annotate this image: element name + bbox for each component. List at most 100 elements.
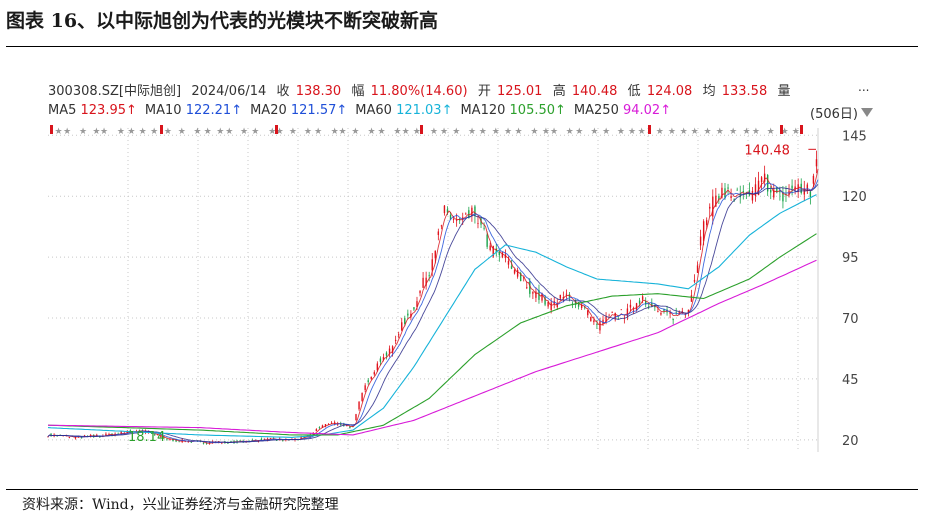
event-star-icon: ★ <box>792 127 800 137</box>
chevron-down-icon[interactable] <box>860 108 873 117</box>
candle-body <box>391 346 394 353</box>
candle-body <box>678 312 680 315</box>
candle-body <box>669 311 671 314</box>
candle-body <box>519 273 522 282</box>
candle-body <box>452 219 455 220</box>
candle-body <box>587 310 589 316</box>
candle-body <box>699 236 702 246</box>
candle-body <box>702 221 705 241</box>
ma250-line <box>47 259 817 436</box>
bottom-rule <box>6 489 918 490</box>
volume-label: 量 <box>777 84 791 99</box>
event-star-icon: ★ <box>139 127 147 137</box>
candle-body <box>105 433 107 436</box>
candle-body <box>474 206 476 216</box>
ma60-line <box>47 194 817 438</box>
candle-body <box>638 300 641 304</box>
candle-body <box>812 175 815 184</box>
y-tick-label: 70 <box>842 312 859 327</box>
ma-legend-value-ma120: 105.50↑ <box>509 103 566 118</box>
event-flag-icon <box>648 125 651 134</box>
event-star-icon: ★ <box>781 127 789 137</box>
candle-body <box>663 308 665 312</box>
candle-body <box>590 317 592 322</box>
event-star-icon: ★ <box>492 127 500 137</box>
candle-body <box>263 438 266 440</box>
candle-body <box>397 334 400 336</box>
candle-body <box>379 358 382 362</box>
low-label: 低 <box>627 84 641 99</box>
candle-body <box>346 425 348 427</box>
ma-legend-value-ma5: 123.95↑ <box>80 103 137 118</box>
candle-body <box>303 436 305 438</box>
candle-body <box>358 401 360 410</box>
candle-body <box>388 348 391 354</box>
candle-body <box>315 429 318 432</box>
candle-body <box>422 277 424 288</box>
candle-body <box>742 191 744 193</box>
candle-body <box>672 318 674 321</box>
candle-body <box>727 187 729 189</box>
candle-body <box>166 438 168 440</box>
event-star-icon: ★ <box>276 127 284 137</box>
event-star-icon: ★ <box>92 127 100 137</box>
event-flag-icon <box>160 125 163 134</box>
period-selector[interactable]: (506日) <box>810 103 873 122</box>
candle-body <box>477 223 479 224</box>
candle-body <box>425 277 427 286</box>
event-star-icon: ★ <box>440 127 448 137</box>
avg-label: 均 <box>702 84 716 99</box>
ma20-line <box>47 184 819 443</box>
event-star-icon: ★ <box>54 127 62 137</box>
candle-body <box>541 293 543 301</box>
candle-body <box>532 291 534 294</box>
candle-body <box>367 380 369 382</box>
event-star-icon: ★ <box>240 127 248 137</box>
top-rule <box>6 46 918 47</box>
candle-body <box>498 251 501 256</box>
candle-body <box>239 440 241 442</box>
candle-body <box>562 297 565 299</box>
candle-body <box>355 414 357 421</box>
candle-body <box>471 207 473 217</box>
ma-legend-label-ma10: MA10 <box>144 103 186 118</box>
candle-body <box>410 313 412 318</box>
candle-body <box>815 159 818 167</box>
candle-body <box>483 227 485 229</box>
event-star-icon: ★ <box>368 127 376 137</box>
candle-body <box>791 185 793 189</box>
candle-body <box>154 434 156 436</box>
event-star-icon: ★ <box>602 127 610 137</box>
candle-body <box>690 295 693 302</box>
candle-body <box>641 296 644 300</box>
candle-body <box>696 265 699 273</box>
event-star-icon: ★ <box>63 127 71 137</box>
candle-body <box>361 393 363 401</box>
event-star-icon: ★ <box>117 127 125 137</box>
candle-body <box>516 270 519 277</box>
close-value: 138.30 <box>295 84 342 99</box>
candle-body <box>782 191 784 202</box>
more-button[interactable]: ... <box>858 80 870 94</box>
candle-body <box>550 302 552 310</box>
candle-body <box>547 301 549 307</box>
candle-body <box>538 290 540 300</box>
event-flag-icon <box>275 125 278 134</box>
candle-body <box>282 440 284 441</box>
candle-body <box>74 436 77 439</box>
ma-legend-label-ma250: MA250 <box>573 103 623 118</box>
event-star-icon: ★ <box>542 127 550 137</box>
candle-body <box>632 309 635 311</box>
candle-body <box>394 339 397 341</box>
candle-body <box>770 189 772 193</box>
candle-body <box>169 438 171 440</box>
candle-body <box>535 291 537 298</box>
candle-body <box>50 433 52 436</box>
candle-body <box>523 277 525 279</box>
event-star-icon: ★ <box>530 127 538 137</box>
candle-body <box>349 426 351 429</box>
event-star-icon: ★ <box>413 127 421 137</box>
y-tick-label: 120 <box>842 190 867 205</box>
event-star-icon: ★ <box>150 127 158 137</box>
